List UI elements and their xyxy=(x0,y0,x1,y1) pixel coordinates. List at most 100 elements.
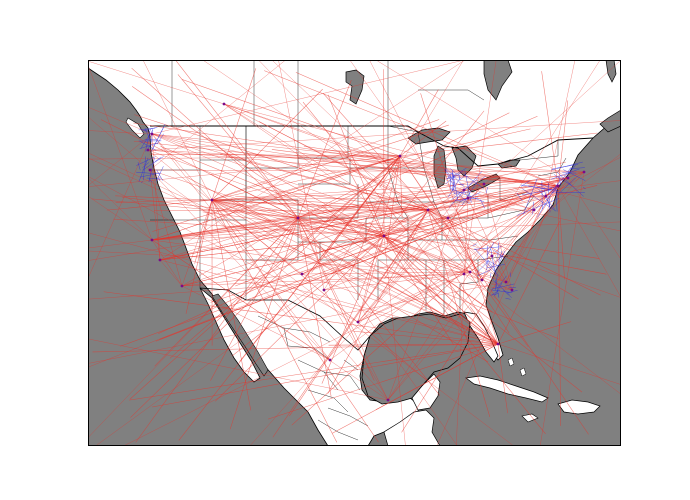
flight-route-long-haul xyxy=(88,133,153,279)
flight-route-long-haul xyxy=(88,197,469,261)
flight-route-long-haul xyxy=(88,130,153,135)
flight-route-long-haul xyxy=(181,79,401,157)
flight-route-long-haul xyxy=(463,189,535,211)
flight-route-regional xyxy=(495,279,500,298)
flight-route-regional xyxy=(445,168,465,188)
flight-route-long-haul xyxy=(115,199,213,203)
flight-route-regional xyxy=(492,289,501,295)
flight-route-long-haul xyxy=(327,209,429,394)
flight-route-regional xyxy=(493,249,506,260)
flight-route-long-haul xyxy=(463,60,601,275)
flight-route-long-haul xyxy=(223,103,465,191)
flight-route-regional xyxy=(156,169,163,181)
flight-route-long-haul xyxy=(301,273,499,345)
flight-route-regional xyxy=(537,183,556,189)
airport-marker xyxy=(482,182,486,186)
flight-route-regional xyxy=(567,167,572,172)
flight-route-regional xyxy=(145,128,151,151)
flight-route-long-haul xyxy=(88,60,225,105)
flight-route-regional xyxy=(486,245,488,270)
flight-route-long-haul xyxy=(151,133,621,298)
flight-route-regional xyxy=(480,175,486,180)
flight-route-long-haul xyxy=(88,217,299,438)
flight-route-long-haul xyxy=(151,155,401,241)
map-frame xyxy=(88,60,621,446)
flight-route-long-haul xyxy=(88,239,153,249)
airport-marker xyxy=(426,208,430,212)
province-border xyxy=(418,89,485,101)
flight-route-long-haul xyxy=(147,149,385,237)
flight-route-long-haul xyxy=(151,133,389,401)
flight-route-long-haul xyxy=(383,235,483,281)
flight-route-long-haul xyxy=(151,239,331,361)
flight-route-long-haul xyxy=(147,149,585,173)
flight-route-regional xyxy=(490,289,513,293)
flight-route-long-haul xyxy=(325,149,401,157)
flight-route-regional xyxy=(458,192,481,203)
flight-route-regional xyxy=(497,242,499,257)
flight-route-regional xyxy=(490,293,499,296)
flight-route-long-haul xyxy=(463,189,513,291)
flight-route-long-haul xyxy=(151,171,585,241)
flight-route-long-haul xyxy=(545,60,576,197)
flight-route-long-haul xyxy=(210,217,299,381)
flight-route-long-haul xyxy=(557,185,565,280)
flight-route-long-haul xyxy=(159,177,569,261)
flight-route-regional xyxy=(494,282,503,297)
flight-route-long-haul xyxy=(297,217,401,231)
flight-route-regional xyxy=(151,129,153,143)
flight-route-regional xyxy=(516,192,523,202)
flight-route-long-haul xyxy=(103,291,499,345)
flight-route-regional xyxy=(155,166,164,182)
map-canvas xyxy=(88,60,621,446)
flight-route-long-haul xyxy=(211,199,338,443)
flight-route-long-haul xyxy=(357,217,449,323)
flight-route-long-haul xyxy=(249,183,485,446)
flight-route-long-haul xyxy=(181,273,465,287)
flight-route-regional xyxy=(140,130,153,149)
flight-route-long-haul xyxy=(387,189,465,401)
flight-route-regional xyxy=(543,188,551,208)
flight-route-long-haul xyxy=(357,235,385,323)
flight-route-long-haul xyxy=(497,343,508,414)
flight-route-long-haul xyxy=(159,259,183,287)
flight-route-regional xyxy=(551,164,576,194)
flight-route-long-haul xyxy=(301,209,429,275)
flight-route-long-haul xyxy=(297,217,441,396)
airport-marker xyxy=(504,280,508,284)
flight-route-long-haul xyxy=(211,199,489,363)
flight-route-long-haul xyxy=(387,195,547,401)
flight-route-regional xyxy=(473,246,502,250)
state-border xyxy=(298,125,349,159)
lake-ontario xyxy=(497,159,521,169)
flight-route-long-haul xyxy=(151,217,449,241)
flight-route-long-haul xyxy=(515,185,559,220)
airport-marker xyxy=(328,358,332,362)
flight-route-long-haul xyxy=(469,306,499,345)
flight-route-long-haul xyxy=(149,169,161,261)
flight-route-long-haul xyxy=(491,255,507,283)
flight-route-regional xyxy=(156,133,164,145)
airport-marker xyxy=(148,168,152,172)
flight-route-long-haul xyxy=(88,250,471,273)
lake-northeast xyxy=(605,60,617,83)
flight-route-regional xyxy=(152,124,166,150)
flight-route-long-haul xyxy=(297,217,375,381)
airport-marker xyxy=(556,184,560,188)
flight-route-long-haul xyxy=(134,114,429,211)
flight-route-regional xyxy=(452,170,464,179)
flight-route-long-haul xyxy=(357,255,493,323)
flight-route-regional xyxy=(521,189,551,196)
flight-route-long-haul xyxy=(151,195,547,241)
flight-route-regional xyxy=(474,248,499,276)
mexico-state-border xyxy=(317,419,359,441)
flight-route-long-haul xyxy=(88,155,401,160)
flight-route-regional xyxy=(461,180,479,206)
flight-route-long-haul xyxy=(88,133,153,186)
flight-route-long-haul xyxy=(149,169,331,361)
flight-route-regional xyxy=(582,186,586,190)
flight-route-long-haul xyxy=(399,132,598,157)
flight-route-regional xyxy=(459,175,466,181)
flight-route-long-haul xyxy=(297,79,352,219)
flight-route-long-haul xyxy=(399,155,589,435)
